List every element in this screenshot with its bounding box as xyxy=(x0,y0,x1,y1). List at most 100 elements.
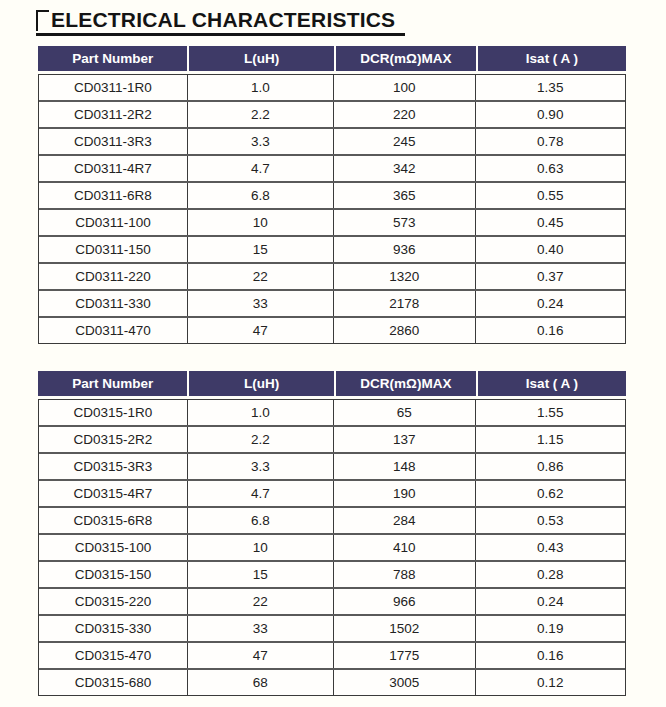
table-cell: 966 xyxy=(334,589,476,614)
table-cell: 0.12 xyxy=(476,670,625,695)
table-row: CD0311-6R86.83650.55 xyxy=(39,183,625,210)
table-cell: 2178 xyxy=(334,291,476,316)
table-row: CD0315-4704717750.16 xyxy=(39,643,625,670)
table-row: CD0315-3R33.31480.86 xyxy=(39,454,625,481)
table-cell: 2860 xyxy=(334,318,476,343)
table-row: CD0315-100104100.43 xyxy=(39,535,625,562)
table-cell: 0.40 xyxy=(476,237,625,262)
table-cell: 15 xyxy=(188,562,334,587)
table-cell: 1.55 xyxy=(476,400,625,425)
table-cell: 245 xyxy=(334,129,476,154)
table-cell: CD0315-4R7 xyxy=(39,481,188,506)
page-title: ELECTRICAL CHARACTERISTICS xyxy=(51,8,395,31)
table-cell: CD0315-470 xyxy=(39,643,188,668)
table-cell: 0.78 xyxy=(476,129,625,154)
table-cell: CD0311-1R0 xyxy=(39,75,188,100)
table-row: CD0311-3303321780.24 xyxy=(39,291,625,318)
table-row: CD0311-4704728600.16 xyxy=(39,318,625,343)
table-cell: 4.7 xyxy=(188,481,334,506)
column-header-part-number: Part Number xyxy=(38,371,187,396)
table-cell: 10 xyxy=(188,535,334,560)
table-row: CD0315-4R74.71900.62 xyxy=(39,481,625,508)
table-cell: 1.15 xyxy=(476,427,625,452)
table-body: CD0311-1R01.01001.35CD0311-2R22.22200.90… xyxy=(38,74,626,344)
table-row: CD0315-6806830050.12 xyxy=(39,670,625,695)
table-cell: CD0311-470 xyxy=(39,318,188,343)
table-cell: 0.24 xyxy=(476,291,625,316)
column-header-inductance: L(uH) xyxy=(187,46,333,71)
table-cell: 148 xyxy=(334,454,476,479)
table-cell: 573 xyxy=(334,210,476,235)
table-cell: 100 xyxy=(334,75,476,100)
table-cell: 410 xyxy=(334,535,476,560)
table-cell: CD0311-220 xyxy=(39,264,188,289)
table-row: CD0311-4R74.73420.63 xyxy=(39,156,625,183)
table-body: CD0315-1R01.0651.55CD0315-2R22.21371.15C… xyxy=(38,399,626,696)
electrical-table-cd0311: Part Number L(uH) DCR(mΩ)MAX Isat ( A ) … xyxy=(38,46,626,344)
electrical-table-cd0315: Part Number L(uH) DCR(mΩ)MAX Isat ( A ) … xyxy=(38,371,626,696)
table-cell: 342 xyxy=(334,156,476,181)
table-cell: 137 xyxy=(334,427,476,452)
table-row: CD0315-150157880.28 xyxy=(39,562,625,589)
table-cell: 3.3 xyxy=(188,129,334,154)
table-cell: 47 xyxy=(188,643,334,668)
table-cell: 1502 xyxy=(334,616,476,641)
table-cell: CD0311-100 xyxy=(39,210,188,235)
table-cell: 33 xyxy=(188,291,334,316)
table-cell: 15 xyxy=(188,237,334,262)
table-cell: CD0315-3R3 xyxy=(39,454,188,479)
table-cell: 0.37 xyxy=(476,264,625,289)
table-cell: 0.62 xyxy=(476,481,625,506)
section-title-block: ELECTRICAL CHARACTERISTICS xyxy=(36,8,405,36)
table-cell: 10 xyxy=(188,210,334,235)
table-cell: 0.45 xyxy=(476,210,625,235)
column-header-isat: Isat ( A ) xyxy=(476,46,626,71)
table-cell: 65 xyxy=(334,400,476,425)
table-cell: 190 xyxy=(334,481,476,506)
table-cell: CD0315-6R8 xyxy=(39,508,188,533)
table-row: CD0315-2R22.21371.15 xyxy=(39,427,625,454)
table-cell: CD0311-6R8 xyxy=(39,183,188,208)
table-cell: 22 xyxy=(188,589,334,614)
table-cell: CD0311-4R7 xyxy=(39,156,188,181)
table-row: CD0311-2R22.22200.90 xyxy=(39,102,625,129)
table-cell: CD0315-220 xyxy=(39,589,188,614)
table-row: CD0315-1R01.0651.55 xyxy=(39,400,625,427)
column-header-part-number: Part Number xyxy=(38,46,187,71)
table-cell: 220 xyxy=(334,102,476,127)
table-row: CD0315-6R86.82840.53 xyxy=(39,508,625,535)
table-cell: 2.2 xyxy=(188,102,334,127)
column-header-dcr: DCR(mΩ)MAX xyxy=(334,371,476,396)
table-cell: CD0311-330 xyxy=(39,291,188,316)
table-cell: 936 xyxy=(334,237,476,262)
table-cell: CD0315-680 xyxy=(39,670,188,695)
table-row: CD0311-3R33.32450.78 xyxy=(39,129,625,156)
table-cell: 6.8 xyxy=(188,508,334,533)
table-cell: 68 xyxy=(188,670,334,695)
table-row: CD0311-100105730.45 xyxy=(39,210,625,237)
table-cell: 788 xyxy=(334,562,476,587)
table-cell: 2.2 xyxy=(188,427,334,452)
table-row: CD0311-150159360.40 xyxy=(39,237,625,264)
table-cell: CD0315-2R2 xyxy=(39,427,188,452)
table-cell: 0.90 xyxy=(476,102,625,127)
table-cell: 33 xyxy=(188,616,334,641)
table-cell: 0.43 xyxy=(476,535,625,560)
table-cell: 1.0 xyxy=(188,400,334,425)
corner-bracket-icon xyxy=(36,10,49,31)
table-cell: 1.0 xyxy=(188,75,334,100)
table-cell: 0.86 xyxy=(476,454,625,479)
table-cell: CD0315-1R0 xyxy=(39,400,188,425)
table-row: CD0311-2202213200.37 xyxy=(39,264,625,291)
table-cell: 0.53 xyxy=(476,508,625,533)
table-row: CD0315-3303315020.19 xyxy=(39,616,625,643)
table-cell: 0.19 xyxy=(476,616,625,641)
table-cell: 0.16 xyxy=(476,318,625,343)
table-cell: CD0315-330 xyxy=(39,616,188,641)
table-cell: 0.63 xyxy=(476,156,625,181)
table-cell: 4.7 xyxy=(188,156,334,181)
table-row: CD0315-220229660.24 xyxy=(39,589,625,616)
table-cell: 47 xyxy=(188,318,334,343)
table-cell: CD0315-150 xyxy=(39,562,188,587)
column-header-inductance: L(uH) xyxy=(187,371,333,396)
